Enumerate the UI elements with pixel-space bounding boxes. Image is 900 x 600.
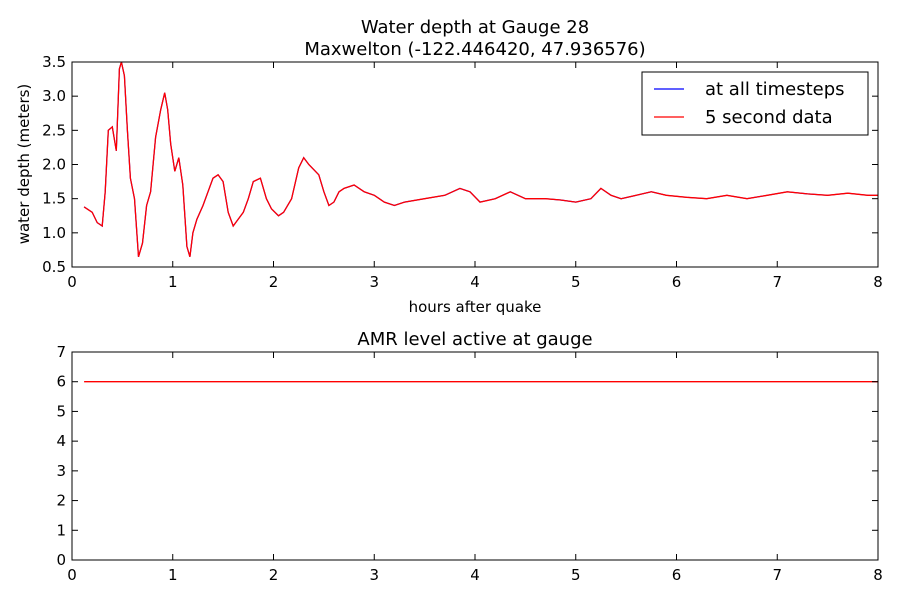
amr-chart-title: AMR level active at gauge: [357, 329, 592, 350]
amr-y-tick-label: 3: [56, 462, 66, 480]
depth-x-tick-label: 7: [772, 273, 782, 291]
depth-y-ticks: 0.5 1.0 1.5 2.0 2.5 3.0 3.5: [42, 53, 878, 276]
amr-subplot: AMR level active at gauge 0 1 2 3 4 5 6 7 8 0 1 2 3…: [56, 329, 882, 584]
amr-x-tick-label: 8: [873, 566, 883, 584]
legend: at all timesteps 5 second data: [641, 71, 869, 136]
depth-x-ticks: 0 1 2 3 4 5 6 7 8: [67, 62, 883, 291]
depth-x-tick-label: 0: [67, 273, 77, 291]
amr-x-tick-label: 7: [772, 566, 782, 584]
depth-y-tick-label: 3.0: [42, 87, 66, 105]
depth-y-tick-label: 1.5: [42, 190, 66, 208]
amr-x-tick-label: 3: [369, 566, 379, 584]
amr-y-tick-label: 0: [56, 551, 66, 569]
amr-x-tick-label: 6: [672, 566, 682, 584]
depth-y-tick-label: 1.0: [42, 224, 66, 242]
amr-x-tick-label: 5: [571, 566, 581, 584]
depth-y-tick-label: 0.5: [42, 258, 66, 276]
legend-box: [641, 71, 869, 136]
depth-x-tick-label: 4: [470, 273, 480, 291]
depth-y-axis-label: water depth (meters): [15, 84, 33, 245]
depth-y-tick-label: 2.5: [42, 121, 66, 139]
depth-x-axis-label: hours after quake: [409, 298, 542, 316]
series-line-5-second-data: [83, 62, 878, 257]
amr-x-tick-label: 1: [168, 566, 178, 584]
depth-x-tick-label: 2: [269, 273, 279, 291]
amr-x-tick-label: 0: [67, 566, 77, 584]
legend-label-5-second-data: 5 second data: [705, 107, 833, 128]
depth-y-tick-label: 3.5: [42, 53, 66, 71]
depth-x-tick-label: 1: [168, 273, 178, 291]
amr-x-tick-label: 2: [269, 566, 279, 584]
depth-x-tick-label: 8: [873, 273, 883, 291]
amr-y-ticks: 0 1 2 3 4 5 6 7: [56, 343, 878, 569]
depth-plot-area: [83, 62, 878, 257]
amr-y-tick-label: 2: [56, 492, 66, 510]
depth-x-tick-label: 5: [571, 273, 581, 291]
depth-x-tick-label: 6: [672, 273, 682, 291]
amr-y-tick-label: 6: [56, 373, 66, 391]
depth-subplot: Water depth at Gauge 28 Maxwelton (-122.…: [15, 17, 883, 316]
depth-y-tick-label: 2.0: [42, 156, 66, 174]
amr-x-ticks: 0 1 2 3 4 5 6 7 8: [67, 352, 883, 584]
legend-label-at-all-timesteps: at all timesteps: [705, 79, 845, 100]
depth-x-tick-label: 3: [369, 273, 379, 291]
amr-y-tick-label: 5: [56, 402, 66, 420]
amr-y-tick-label: 1: [56, 521, 66, 539]
depth-chart-subtitle: Maxwelton (-122.446420, 47.936576): [304, 39, 645, 60]
amr-y-tick-label: 7: [56, 343, 66, 361]
depth-chart-title: Water depth at Gauge 28: [361, 17, 589, 38]
amr-y-tick-label: 4: [56, 432, 66, 450]
amr-x-tick-label: 4: [470, 566, 480, 584]
